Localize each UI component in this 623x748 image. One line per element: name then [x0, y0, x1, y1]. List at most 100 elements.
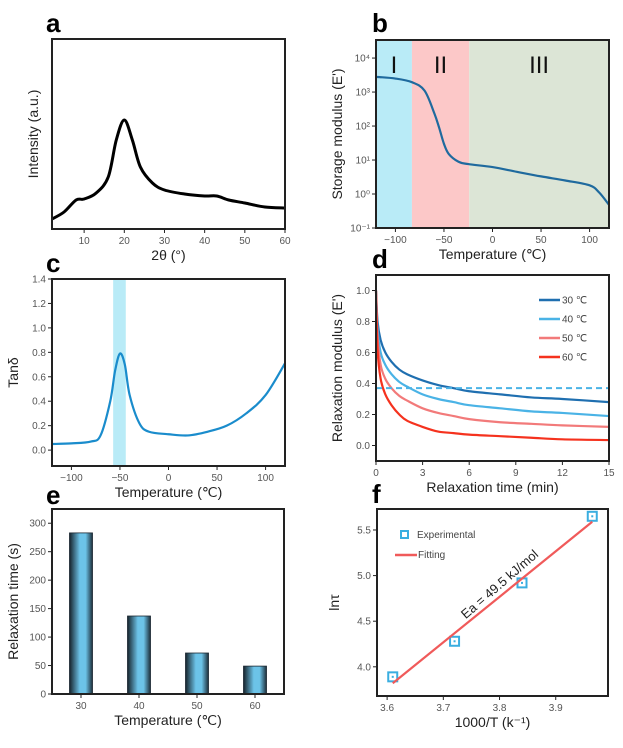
panel-c: −100 −50 0 50 100 0.0 0.2 0.4 0.6 0.8 1.0 1.2 1.4 Tem…	[5, 248, 286, 500]
panel-letter: d	[372, 244, 388, 274]
y-tick-label: 300	[29, 519, 46, 530]
x-tick-label: 0	[373, 468, 379, 479]
x-tick-label: 100	[257, 473, 274, 484]
x-axis-label: Temperature (℃)	[115, 484, 223, 500]
y-tick-label: 200	[29, 576, 46, 587]
series-line-Fitting	[392, 520, 593, 685]
region-label: II	[434, 52, 447, 79]
panel-letter: e	[46, 480, 60, 510]
x-tick-label: 50	[191, 701, 203, 712]
y-axis-label: Storage modulus (E')	[329, 68, 345, 199]
y-axis-label: Intensity (a.u.)	[25, 90, 41, 179]
x-tick-label: −100	[60, 473, 83, 484]
y-tick-label: 5.5	[357, 525, 371, 536]
x-axis-label: 2θ (°)	[151, 247, 185, 263]
y-tick-label: 1.2	[32, 299, 46, 310]
panel-letter: a	[46, 8, 61, 38]
y-tick-label: 4.5	[357, 617, 371, 628]
legend-label: 60 ℃	[562, 353, 587, 364]
y-axis-label: Tanδ	[5, 357, 21, 388]
y-tick-label: 0.2	[32, 421, 46, 432]
y-tick-label: 0.0	[32, 446, 46, 457]
y-tick-label: 1.4	[32, 275, 46, 286]
bar-40	[127, 615, 151, 695]
y-tick-label: 10²	[356, 122, 371, 133]
y-tick-label: 0.8	[32, 348, 46, 359]
x-axis-label: Temperature (℃)	[114, 712, 222, 728]
series-line-E	[375, 75, 610, 206]
x-tick-label: 40	[199, 236, 211, 247]
x-tick-label: 6	[466, 468, 472, 479]
y-tick-label: 4.0	[357, 662, 371, 673]
activation-energy-annotation: Ea = 49.5 kJ/mol	[458, 546, 541, 621]
panel-f: 3.6 3.7 3.8 3.9 4.0 4.5 5.0 5.5 1000/T (k⁻¹) lnτ f…	[326, 479, 609, 730]
data-point-center	[521, 581, 524, 584]
x-tick-label: 3	[420, 468, 426, 479]
y-tick-label: 1.0	[32, 323, 46, 334]
y-tick-label: 10⁰	[355, 190, 370, 201]
y-tick-label: 150	[29, 604, 46, 615]
bar-50	[185, 652, 209, 695]
panel-b: I II III−100 −50 0 50 10010⁻¹10⁰10¹10²10³10⁴Te…	[329, 8, 610, 262]
x-tick-label: 3.8	[493, 703, 507, 714]
y-tick-label: 0.6	[356, 348, 370, 359]
y-tick-label: 1.0	[356, 286, 370, 297]
legend-label: Experimental	[417, 530, 475, 541]
y-tick-label: 0	[40, 690, 46, 701]
x-tick-label: 12	[557, 468, 569, 479]
y-tick-label: 50	[35, 661, 47, 672]
x-tick-label: 60	[279, 236, 291, 247]
region-label: I	[391, 52, 398, 79]
y-axis-label: Relaxation modulus (E')	[329, 294, 345, 442]
y-axis-label: lnτ	[326, 594, 342, 611]
highlight-band	[113, 279, 126, 466]
plot-frame	[51, 508, 285, 695]
data-point-center	[453, 640, 456, 643]
y-tick-label: 0.4	[356, 379, 370, 390]
x-tick-label: 60	[249, 701, 261, 712]
x-axis-label: Temperature (℃)	[439, 246, 547, 262]
x-tick-label: 15	[603, 468, 615, 479]
x-tick-label: 9	[513, 468, 519, 479]
panel-letter: f	[372, 479, 381, 509]
series-line-XRD	[51, 118, 286, 221]
series-line-Tan	[51, 352, 286, 446]
x-tick-label: 0	[166, 473, 172, 484]
y-axis-label: Relaxation time (s)	[5, 543, 21, 660]
series-line-60	[374, 290, 610, 442]
x-tick-label: −50	[111, 473, 128, 484]
x-axis-label: Relaxation time (min)	[426, 479, 558, 495]
plot-frame	[376, 508, 609, 697]
y-tick-label: 250	[29, 547, 46, 558]
x-tick-label: −50	[435, 235, 452, 246]
y-tick-label: 0.6	[32, 372, 46, 383]
y-tick-label: 0.2	[356, 410, 370, 421]
x-tick-label: 40	[133, 701, 145, 712]
x-tick-label: 20	[119, 236, 131, 247]
legend-label: 40 ℃	[562, 315, 587, 326]
x-tick-label: 10	[79, 236, 91, 247]
panel-letter: b	[372, 8, 388, 38]
x-tick-label: 30	[75, 701, 87, 712]
panel-a: 10 20 30 40 50 60 2θ (°) Intensity (a.u.) a	[25, 8, 291, 263]
y-tick-label: 10³	[356, 88, 371, 99]
region-III	[469, 40, 609, 228]
y-tick-label: 5.0	[357, 571, 371, 582]
panel-e: 30 40 50 60 0 50 100 150 200 250 300 Temperature (℃…	[5, 480, 285, 728]
x-tick-label: 50	[211, 473, 223, 484]
x-tick-label: 30	[159, 236, 171, 247]
y-tick-label: 10⁻¹	[350, 224, 370, 235]
y-tick-label: 10⁴	[355, 54, 370, 65]
x-tick-label: 100	[581, 235, 598, 246]
y-tick-label: 0.4	[32, 397, 46, 408]
x-tick-label: 0	[490, 235, 496, 246]
region-label: III	[529, 52, 549, 79]
series-line-30	[374, 290, 610, 404]
panel-letter: c	[46, 248, 60, 278]
legend-label: 50 ℃	[562, 334, 587, 345]
x-tick-label: 50	[239, 236, 251, 247]
panel-d: 0 3 6 9 12 15 0.0 0.2 0.4 0.6 0.8 1.0 Relaxation tim…	[329, 244, 615, 495]
series-line-50	[374, 290, 610, 428]
x-tick-label: 3.9	[549, 703, 563, 714]
